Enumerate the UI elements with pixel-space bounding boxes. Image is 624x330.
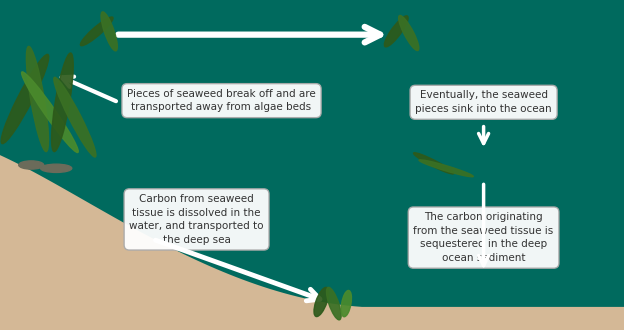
- Ellipse shape: [384, 16, 408, 47]
- Text: Eventually, the seaweed
pieces sink into the ocean: Eventually, the seaweed pieces sink into…: [416, 90, 552, 114]
- Ellipse shape: [314, 287, 329, 316]
- Text: The carbon originating
from the seaweed tissue is
sequestered in the deep
ocean : The carbon originating from the seaweed …: [414, 212, 553, 263]
- Text: Pieces of seaweed break off and are
transported away from algae beds: Pieces of seaweed break off and are tran…: [127, 89, 316, 113]
- Ellipse shape: [101, 12, 117, 51]
- Ellipse shape: [19, 161, 44, 169]
- Ellipse shape: [399, 16, 419, 50]
- Ellipse shape: [26, 47, 49, 151]
- Ellipse shape: [22, 72, 78, 152]
- Ellipse shape: [326, 287, 341, 320]
- Ellipse shape: [1, 54, 49, 144]
- Ellipse shape: [341, 290, 351, 317]
- Ellipse shape: [52, 53, 73, 151]
- Ellipse shape: [80, 17, 113, 46]
- Ellipse shape: [54, 77, 96, 157]
- Ellipse shape: [414, 153, 454, 174]
- Text: Carbon from seaweed
tissue is dissolved in the
water, and transported to
the dee: Carbon from seaweed tissue is dissolved …: [129, 194, 264, 245]
- Ellipse shape: [419, 160, 473, 177]
- Polygon shape: [0, 155, 624, 330]
- Ellipse shape: [41, 164, 72, 172]
